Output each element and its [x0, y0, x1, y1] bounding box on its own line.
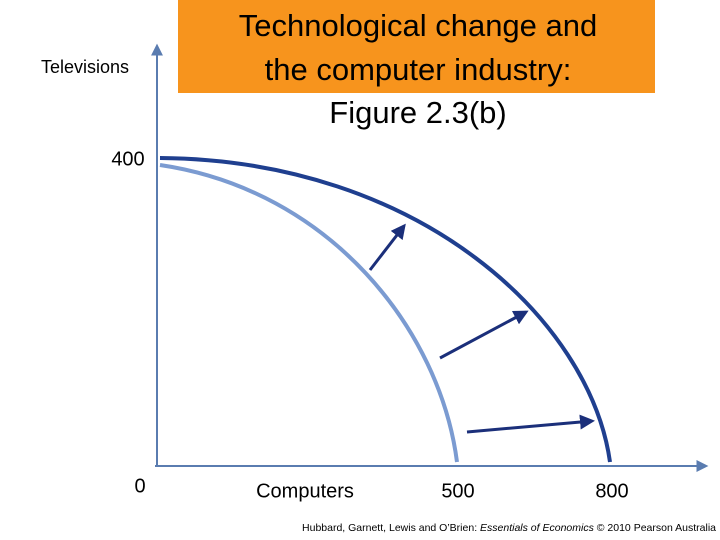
- original-curve: [159, 163, 459, 463]
- tick-label: 0: [134, 475, 145, 497]
- title-line: Figure 2.3(b): [329, 95, 506, 130]
- caption-book: Essentials of Economics: [480, 522, 595, 534]
- caption-text: Hubbard, Garnett, Lewis and O’Brien:: [302, 522, 480, 534]
- title-line: the computer industry:: [265, 52, 572, 87]
- x-axis-label: Computers: [256, 480, 354, 502]
- y-axis-label: Televisions: [41, 57, 129, 77]
- tick-label: 400: [111, 148, 144, 170]
- shifted-curve: [159, 156, 612, 463]
- title-box: [178, 0, 655, 93]
- caption-text: © 2010 Pearson Australia: [594, 522, 716, 534]
- caption: Hubbard, Garnett, Lewis and O’Brien: Ess…: [302, 522, 716, 534]
- shift-arrow: [439, 310, 529, 360]
- tick-label: 800: [595, 480, 628, 502]
- title-line: Technological change and: [239, 8, 598, 43]
- tick-label: 500: [441, 480, 474, 502]
- shift-arrow: [368, 223, 406, 271]
- shift-arrow: [466, 414, 595, 434]
